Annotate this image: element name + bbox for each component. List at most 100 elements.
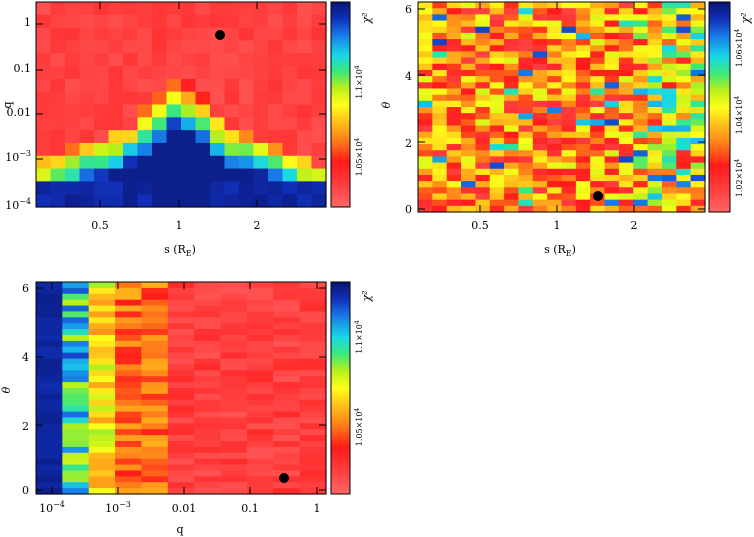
heatmap-cell bbox=[547, 168, 563, 176]
heatmap-cell bbox=[108, 104, 124, 118]
heatmap-cell bbox=[253, 40, 269, 54]
heatmap-cell bbox=[618, 76, 634, 83]
heatmap-cell bbox=[661, 181, 677, 188]
heatmap-cell bbox=[547, 88, 563, 96]
heatmap-cell bbox=[181, 91, 197, 106]
heatmap-cell bbox=[273, 317, 301, 324]
heatmap-cell bbox=[661, 162, 677, 170]
heatmap-cell bbox=[88, 411, 116, 419]
heatmap-cell bbox=[194, 376, 222, 383]
heatmap-cell bbox=[224, 78, 240, 93]
heatmap-cell bbox=[604, 39, 620, 46]
heatmap-cell bbox=[273, 352, 301, 360]
heatmap-cell bbox=[532, 150, 548, 158]
heatmap-cell bbox=[446, 94, 462, 102]
heatmap-cell bbox=[575, 144, 591, 151]
heatmap-cell bbox=[220, 388, 248, 395]
heatmap-cell bbox=[561, 119, 577, 127]
heatmap-cell bbox=[141, 388, 169, 395]
heatmap-cell bbox=[590, 82, 606, 90]
heatmap-cell bbox=[246, 293, 274, 301]
heatmap-cell bbox=[123, 142, 139, 157]
heatmap-cell bbox=[152, 117, 168, 131]
heatmap-cell bbox=[62, 287, 90, 295]
heatmap-cell bbox=[676, 113, 692, 120]
heatmap-cell bbox=[618, 88, 634, 96]
heatmap-cell bbox=[239, 117, 255, 131]
heatmap-cell bbox=[36, 382, 63, 389]
heatmap-cell bbox=[504, 26, 520, 34]
heatmap-cell bbox=[141, 340, 169, 348]
heatmap-cell bbox=[532, 100, 548, 108]
heatmap-cell bbox=[518, 113, 534, 120]
heatmap-cell bbox=[194, 364, 222, 371]
heatmap-cell bbox=[299, 393, 327, 401]
heatmap-cell bbox=[475, 63, 491, 71]
heatmap-cell bbox=[167, 393, 195, 401]
heatmap-cell bbox=[246, 370, 274, 377]
heatmap-cell bbox=[224, 104, 240, 118]
heatmap-cell bbox=[647, 193, 663, 201]
heatmap-cell bbox=[432, 20, 448, 28]
heatmap-cell bbox=[115, 441, 143, 448]
heatmap-cell bbox=[297, 181, 313, 195]
heatmap-cell bbox=[273, 393, 301, 401]
heatmap-cell bbox=[108, 14, 124, 29]
heatmap-cell bbox=[273, 340, 301, 348]
heatmap-cell bbox=[461, 2, 476, 9]
heatmap-cell bbox=[123, 91, 139, 106]
heatmap-cell bbox=[94, 168, 110, 182]
heatmap-cell bbox=[94, 66, 110, 80]
heatmap-cell bbox=[115, 488, 143, 495]
heatmap-cell bbox=[141, 464, 169, 472]
heatmap-cell bbox=[299, 293, 327, 301]
heatmap-cell bbox=[446, 205, 462, 213]
heatmap-cell bbox=[239, 66, 255, 80]
heatmap-cell bbox=[432, 69, 448, 77]
heatmap-cell bbox=[224, 53, 240, 67]
heatmap-cell bbox=[489, 113, 505, 120]
heatmap-cell bbox=[461, 162, 476, 170]
heatmap-cell bbox=[604, 144, 620, 151]
heatmap-cell bbox=[299, 340, 327, 348]
heatmap-cell bbox=[561, 26, 577, 34]
heatmap-cell bbox=[137, 104, 153, 118]
heatmap-cell bbox=[633, 144, 649, 151]
heatmap-cell bbox=[166, 168, 182, 182]
heatmap-cell bbox=[647, 94, 663, 102]
heatmap-cell bbox=[79, 194, 95, 208]
heatmap-cell bbox=[690, 193, 706, 201]
heatmap-cell bbox=[446, 119, 462, 127]
heatmap-cell bbox=[88, 335, 116, 342]
heatmap-cell bbox=[141, 287, 169, 295]
heatmap-cell bbox=[36, 482, 63, 489]
heatmap-cell bbox=[618, 199, 634, 207]
heatmap-cell bbox=[647, 113, 663, 120]
heatmap-cell bbox=[115, 346, 143, 354]
heatmap-cell bbox=[446, 156, 462, 164]
y-tick-label: 0 bbox=[405, 203, 412, 216]
heatmap-cell bbox=[575, 125, 591, 133]
heatmap-cell bbox=[604, 32, 620, 40]
heatmap-cell bbox=[618, 82, 634, 90]
heatmap-cell bbox=[690, 187, 706, 195]
heatmap-cell bbox=[633, 94, 649, 102]
heatmap-cell bbox=[475, 26, 491, 34]
heatmap-cell bbox=[604, 63, 620, 71]
heatmap-cell bbox=[575, 187, 591, 195]
heatmap-cell bbox=[661, 69, 677, 77]
heatmap-cell bbox=[547, 14, 563, 22]
heatmap-cell bbox=[253, 142, 269, 157]
heatmap-cell bbox=[575, 205, 591, 213]
heatmap-cell bbox=[246, 311, 274, 318]
heatmap-cell bbox=[194, 352, 222, 360]
heatmap-cell bbox=[141, 323, 169, 330]
heatmap-cell bbox=[432, 187, 448, 195]
heatmap-cell bbox=[446, 150, 462, 158]
heatmap-cell bbox=[152, 194, 168, 208]
heatmap-cell bbox=[311, 181, 327, 195]
heatmap-cell bbox=[475, 193, 491, 201]
heatmap-cell bbox=[36, 181, 52, 195]
heatmap-cell bbox=[167, 470, 195, 477]
